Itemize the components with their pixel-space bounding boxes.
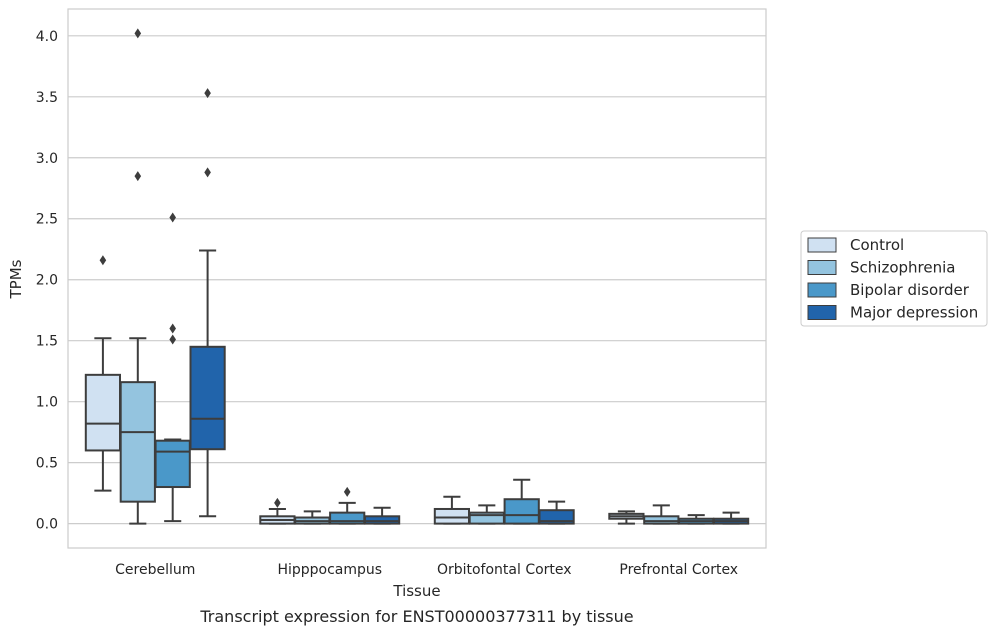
y-tick-label: 1.0 xyxy=(36,395,58,411)
outlier-point xyxy=(204,88,211,99)
box-2-3 xyxy=(538,500,575,525)
outlier-point xyxy=(169,212,176,223)
box-2-2 xyxy=(503,478,540,525)
box-2-1 xyxy=(468,504,505,525)
box-3-1 xyxy=(643,504,680,525)
box-body xyxy=(119,381,156,503)
box-0-2 xyxy=(154,212,191,523)
y-tick-label: 3.5 xyxy=(36,90,58,106)
box-2-0 xyxy=(433,495,471,525)
outlier-point xyxy=(274,497,281,508)
box-body xyxy=(189,345,226,451)
x-tick-label: Orbitofontal Cortex xyxy=(437,562,572,578)
x-axis-ticks: Cerebellum Hipppocampus Orbitofontal Corte… xyxy=(115,562,738,578)
y-axis-title: TPMs xyxy=(7,259,25,299)
y-tick-label: 0.0 xyxy=(36,517,58,533)
legend-swatch xyxy=(807,237,837,253)
box-body xyxy=(363,515,401,525)
y-tick-label: 1.5 xyxy=(36,334,58,350)
box-0-0 xyxy=(84,255,122,492)
legend-label: Control xyxy=(850,236,904,254)
outlier-point xyxy=(134,171,142,182)
box-body xyxy=(154,439,191,489)
legend-swatch xyxy=(807,282,837,298)
box-groups xyxy=(84,28,750,525)
legend: Control Schizophrenia Bipolar disorder Majo… xyxy=(800,230,988,327)
plot-frame xyxy=(67,8,767,549)
y-tick-label: 4.0 xyxy=(36,29,58,45)
x-tick-label: Cerebellum xyxy=(115,562,195,578)
outlier-point xyxy=(343,486,351,497)
box-body xyxy=(433,507,471,525)
y-tick-label: 0.5 xyxy=(36,456,58,472)
legend-label: Major depression xyxy=(850,304,978,322)
legend-swatch xyxy=(807,260,837,275)
x-tick-label: Prefrontal Cortex xyxy=(619,562,738,578)
chart-caption: Transcript expression for ENST0000037731… xyxy=(199,607,633,626)
outlier-point xyxy=(134,28,142,39)
grid-lines xyxy=(68,35,766,525)
y-axis-ticks: 0.0 0.5 1.0 1.5 2.0 2.5 3.0 3.5 4.0 xyxy=(36,29,58,533)
y-tick-label: 2.0 xyxy=(36,273,58,289)
legend-label: Schizophrenia xyxy=(850,259,955,277)
box-body xyxy=(503,498,540,525)
y-tick-label: 3.0 xyxy=(36,151,58,167)
legend-swatch xyxy=(807,305,837,320)
legend-label: Bipolar disorder xyxy=(850,281,970,299)
outlier-point xyxy=(169,334,176,345)
box-0-3 xyxy=(189,88,226,518)
x-tick-label: Hipppocampus xyxy=(277,562,382,578)
y-tick-label: 2.5 xyxy=(36,212,58,228)
outlier-point xyxy=(204,167,211,178)
x-axis-title: Tissue xyxy=(392,582,440,600)
outlier-point xyxy=(169,323,176,334)
outlier-point xyxy=(99,255,107,266)
box-body xyxy=(643,515,680,525)
box-0-1 xyxy=(119,28,156,525)
box-body xyxy=(84,373,122,452)
box-1-3 xyxy=(363,506,401,525)
legend-frame xyxy=(800,230,988,327)
box-3-3 xyxy=(712,511,750,525)
